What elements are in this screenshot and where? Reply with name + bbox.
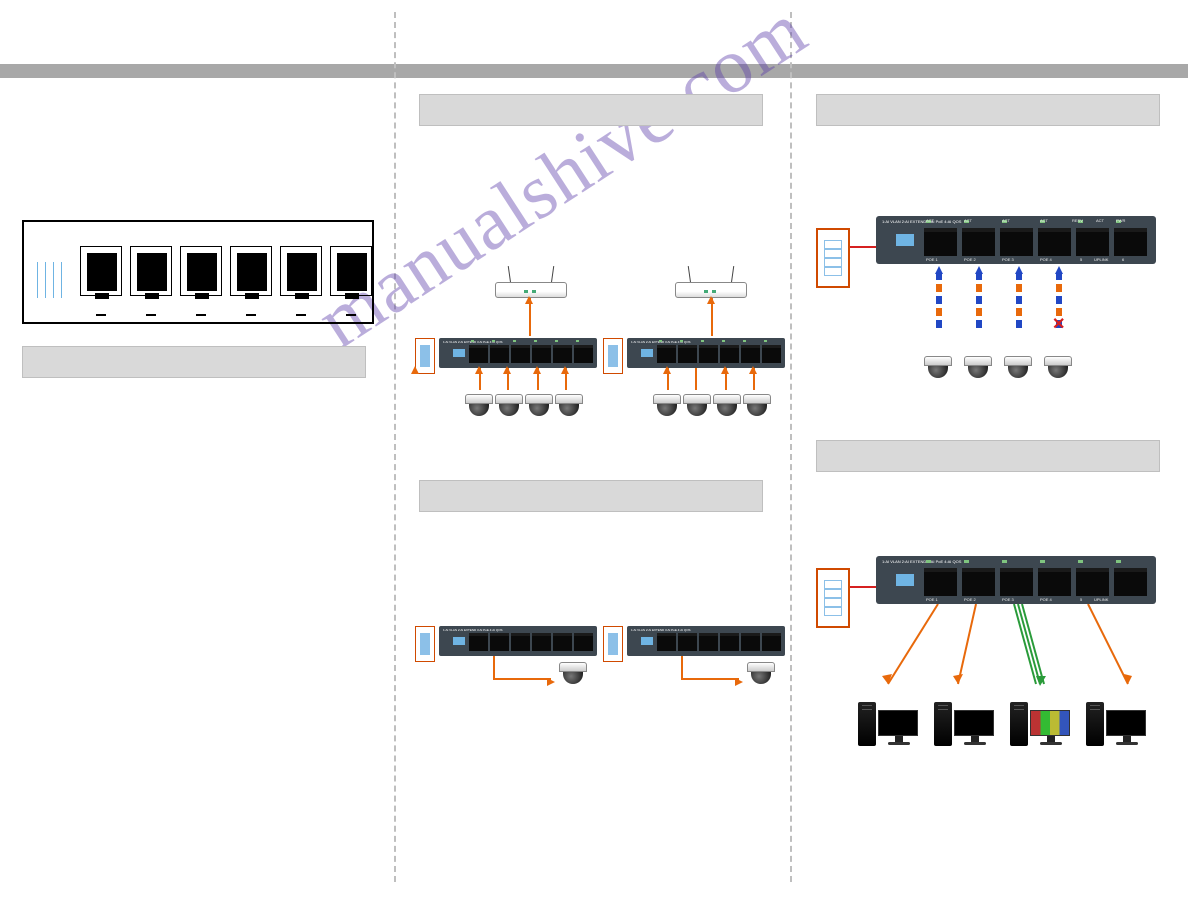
port-label: UPLINK	[1094, 597, 1108, 602]
switch-mode-text: 1:AI VLAN 2:AI EXTEND 3:AI PoE 4:AI QOS	[631, 628, 691, 632]
camera	[1044, 356, 1072, 380]
mini-switch-left-bottom: 1:AI VLAN 2:AI EXTEND 3:AI PoE 4:AI QOS	[439, 626, 597, 656]
mini-switch-left-top: 1:AI VLAN 2:AI EXTEND 3:AI PoE 4:AI QOS	[439, 338, 597, 368]
column-2: 1:AI VLAN 2:AI EXTEND 3:AI PoE 4:AI QOS …	[411, 0, 781, 918]
camera	[559, 662, 587, 686]
column-1	[16, 0, 386, 918]
pc-4	[1086, 692, 1146, 746]
column-3: 1:AI VLAN 2:AI EXTEND 3:AI PoE 4:AI QOS …	[808, 0, 1178, 918]
port-label: POE 1	[926, 597, 938, 602]
port-3	[180, 246, 222, 296]
port-5	[280, 246, 322, 296]
camera	[743, 394, 771, 418]
port-label: 6	[1122, 257, 1124, 262]
port-top-label: ACT	[1096, 218, 1104, 223]
arrow-router-right	[707, 296, 715, 304]
camera	[555, 394, 583, 418]
broken-link-icon: ✕	[1052, 314, 1070, 332]
camera	[495, 394, 523, 418]
port-label: UPLINK	[1094, 257, 1108, 262]
port-2	[130, 246, 172, 296]
switch-line-diagram	[22, 220, 374, 324]
port-label: POE 4	[1040, 597, 1052, 602]
pc-1	[858, 692, 918, 746]
port-top-label: ACT	[964, 218, 972, 223]
camera	[525, 394, 553, 418]
dip-side-box-bottom	[816, 568, 850, 628]
pc-2	[934, 692, 994, 746]
arrow-router-left	[525, 296, 533, 304]
port-top-label: ACT	[1040, 218, 1048, 223]
port-top-label: PWR	[1116, 218, 1125, 223]
port-label: POE 2	[964, 597, 976, 602]
camera	[683, 394, 711, 418]
section-header-col3-top	[816, 94, 1160, 126]
port-6	[330, 246, 372, 296]
dip-box-left-bottom	[415, 626, 435, 662]
dip-box-right-top	[603, 338, 623, 374]
dashed-arrow-3	[1016, 272, 1022, 332]
dip-switch-block	[30, 262, 62, 298]
red-connector-bottom	[850, 586, 878, 588]
section-header-col2-bottom	[419, 480, 763, 512]
camera	[1004, 356, 1032, 380]
router-left	[491, 268, 571, 298]
switch-mode-text: 1:AI VLAN 2:AI EXTEND 3:AI PoE 4:AI QOS	[882, 219, 961, 224]
port-label: POE 1	[926, 257, 938, 262]
port-top-label: RESV	[1072, 218, 1083, 223]
port-label: POE 4	[1040, 257, 1052, 262]
port-label: POE 3	[1002, 257, 1014, 262]
port-top-label: ACT	[926, 218, 934, 223]
dashed-arrow-1	[936, 272, 942, 332]
big-switch-bottom: 1:AI VLAN 2:AI EXTEND 3:AI PoE 4:AI QOS …	[876, 556, 1156, 604]
mini-switch-right-bottom: 1:AI VLAN 2:AI EXTEND 3:AI PoE 4:AI QOS	[627, 626, 785, 656]
dip-side-box-top	[816, 228, 850, 288]
arrows-to-pcs	[868, 604, 1168, 694]
section-header-col3-bottom	[816, 440, 1160, 472]
section-header-col1	[22, 346, 366, 378]
red-connector-top	[850, 246, 878, 248]
port-4	[230, 246, 272, 296]
section-header-col2-top	[419, 94, 763, 126]
page-root: manualshive.com	[0, 0, 1188, 918]
camera	[747, 662, 775, 686]
camera	[964, 356, 992, 380]
port-label: POE 3	[1002, 597, 1014, 602]
dip-box-right-bottom	[603, 626, 623, 662]
dashed-arrow-2	[976, 272, 982, 332]
switch-mode-text: 1:AI VLAN 2:AI EXTEND 3:AI PoE 4:AI QOS	[882, 559, 961, 564]
router-right	[671, 268, 751, 298]
camera	[713, 394, 741, 418]
camera	[653, 394, 681, 418]
big-switch-top: 1:AI VLAN 2:AI EXTEND 3:AI PoE 4:AI QOS …	[876, 216, 1156, 264]
divider-1	[394, 12, 396, 882]
port-label: 5	[1080, 597, 1082, 602]
port-1	[80, 246, 122, 296]
port-top-label: ACT	[1002, 218, 1010, 223]
mini-switch-right-top: 1:AI VLAN 2:AI EXTEND 3:AI PoE 4:AI QOS	[627, 338, 785, 368]
camera	[924, 356, 952, 380]
port-label: POE 2	[964, 257, 976, 262]
camera	[465, 394, 493, 418]
port-label: 5	[1080, 257, 1082, 262]
pc-3-priority	[1010, 692, 1070, 746]
switch-mode-text: 1:AI VLAN 2:AI EXTEND 3:AI PoE 4:AI QOS	[443, 628, 503, 632]
divider-2	[790, 12, 792, 882]
